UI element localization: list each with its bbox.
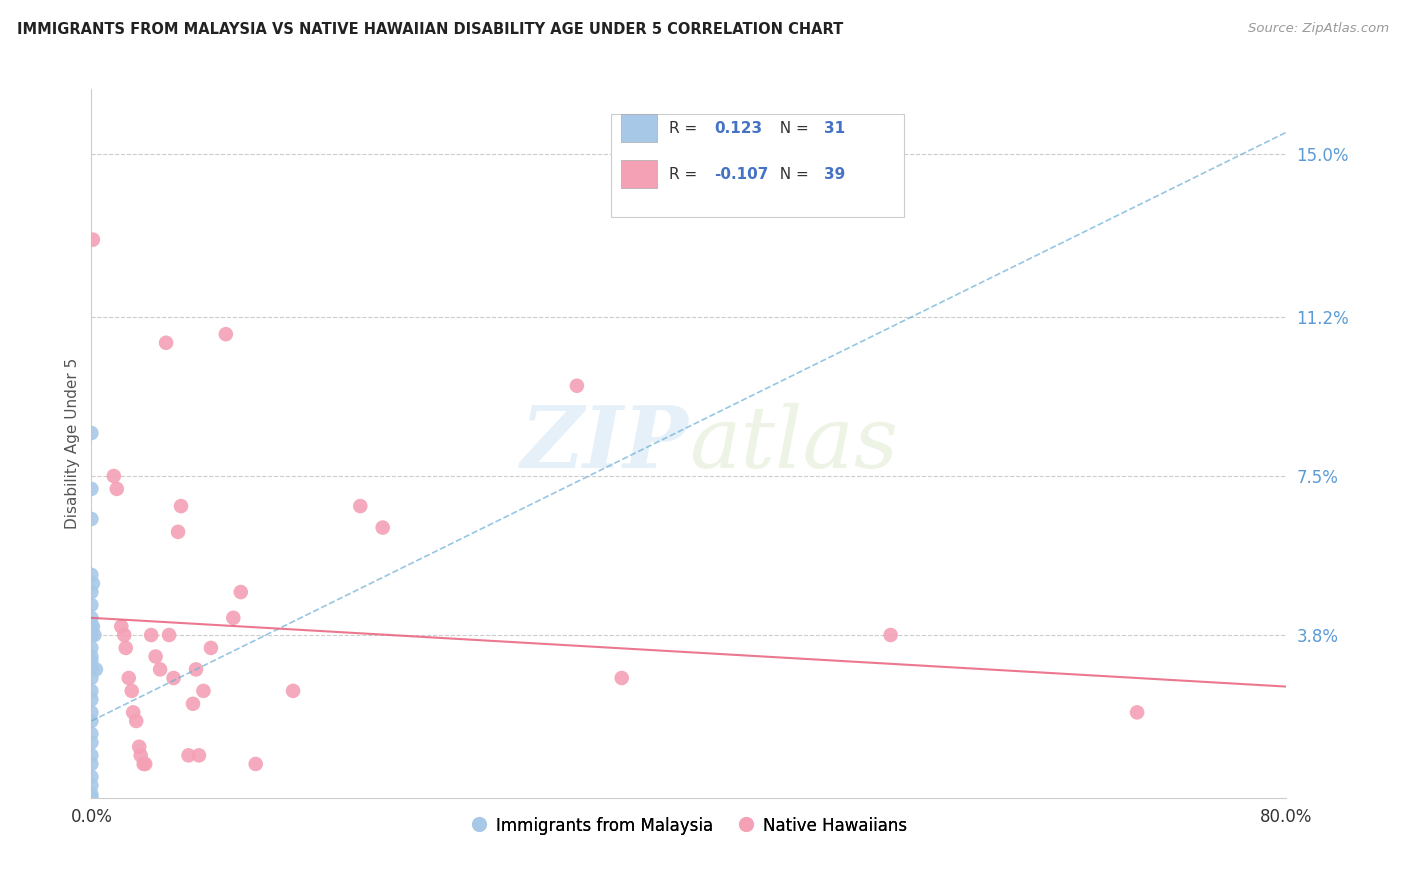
Point xyxy=(80,585,103,599)
Point xyxy=(80,611,103,625)
Point xyxy=(80,791,103,805)
Text: R =: R = xyxy=(669,167,702,182)
Y-axis label: Disability Age Under 5: Disability Age Under 5 xyxy=(65,359,80,529)
Legend: Immigrants from Malaysia, Native Hawaiians: Immigrants from Malaysia, Native Hawaiia… xyxy=(463,808,915,843)
Point xyxy=(125,714,148,728)
Point xyxy=(128,739,150,754)
Text: N =: N = xyxy=(770,120,814,136)
Point xyxy=(114,640,136,655)
Point xyxy=(281,684,304,698)
Point xyxy=(80,649,103,664)
Text: 31: 31 xyxy=(824,120,845,136)
Text: R =: R = xyxy=(669,120,702,136)
Text: Source: ZipAtlas.com: Source: ZipAtlas.com xyxy=(1249,22,1389,36)
Point xyxy=(167,524,190,539)
Point xyxy=(222,611,245,625)
Point xyxy=(134,756,156,771)
Point xyxy=(80,692,103,706)
Point xyxy=(80,706,103,720)
Text: N =: N = xyxy=(770,167,814,182)
Point xyxy=(141,628,163,642)
Point xyxy=(188,748,211,763)
Point xyxy=(177,748,200,763)
Point xyxy=(200,640,222,655)
Point xyxy=(103,469,125,483)
FancyBboxPatch shape xyxy=(621,114,657,143)
Point xyxy=(80,567,103,582)
Point xyxy=(80,770,103,784)
Text: IMMIGRANTS FROM MALAYSIA VS NATIVE HAWAIIAN DISABILITY AGE UNDER 5 CORRELATION C: IMMIGRANTS FROM MALAYSIA VS NATIVE HAWAI… xyxy=(17,22,844,37)
Point xyxy=(155,335,177,350)
Point xyxy=(80,640,103,655)
Point xyxy=(181,697,204,711)
Point xyxy=(80,727,103,741)
Point xyxy=(80,654,103,668)
Point xyxy=(80,671,103,685)
Text: ZIP: ZIP xyxy=(522,402,689,485)
FancyBboxPatch shape xyxy=(612,114,904,217)
Point xyxy=(157,628,180,642)
Point xyxy=(1126,706,1149,720)
Point xyxy=(82,233,104,247)
Point xyxy=(80,598,103,612)
Point xyxy=(82,576,104,591)
Point xyxy=(565,378,588,392)
Point xyxy=(80,512,103,526)
Point xyxy=(184,662,207,676)
Point xyxy=(129,748,152,763)
Point xyxy=(84,662,107,676)
Point xyxy=(80,779,103,793)
Point xyxy=(80,787,103,801)
Point xyxy=(80,756,103,771)
Point xyxy=(371,520,394,534)
Point xyxy=(80,791,103,805)
Point xyxy=(80,425,103,440)
Text: -0.107: -0.107 xyxy=(714,167,769,182)
Point xyxy=(170,499,193,513)
Point xyxy=(132,756,155,771)
Point xyxy=(193,684,215,698)
Point xyxy=(162,671,184,685)
Point xyxy=(80,482,103,496)
Point xyxy=(80,628,103,642)
Text: 0.123: 0.123 xyxy=(714,120,762,136)
Point xyxy=(82,619,104,633)
Point xyxy=(245,756,267,771)
Point xyxy=(122,706,145,720)
Point xyxy=(349,499,371,513)
Point xyxy=(110,619,132,633)
Point xyxy=(80,735,103,749)
Point xyxy=(80,748,103,763)
Point xyxy=(610,671,633,685)
FancyBboxPatch shape xyxy=(621,160,657,188)
Point xyxy=(229,585,252,599)
Point xyxy=(118,671,141,685)
Point xyxy=(80,619,103,633)
Text: 39: 39 xyxy=(824,167,845,182)
Point xyxy=(80,662,103,676)
Point xyxy=(105,482,128,496)
Point xyxy=(145,649,167,664)
Text: atlas: atlas xyxy=(689,402,898,485)
Point xyxy=(215,327,238,342)
Point xyxy=(80,714,103,728)
Point xyxy=(149,662,172,676)
Point xyxy=(80,684,103,698)
Point xyxy=(83,628,105,642)
Point xyxy=(879,628,901,642)
Point xyxy=(112,628,135,642)
Point xyxy=(121,684,143,698)
